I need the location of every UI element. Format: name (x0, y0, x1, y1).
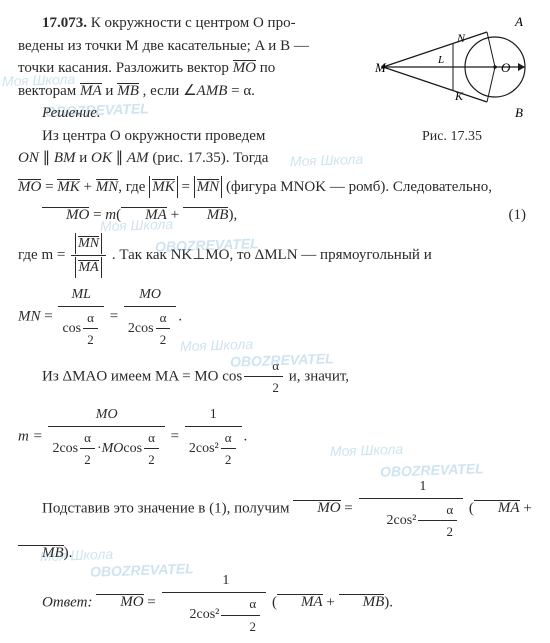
svg-text:M: M (375, 60, 387, 75)
problem-number: 17.073. (42, 15, 87, 31)
diagram-svg: M O A B N K L (375, 12, 530, 122)
solution-line2: ON ∥ BM и OK ∥ AM (рис. 17.35). Тогда (18, 147, 532, 170)
answer-line: Ответ: MO = 1 2cos²α2 (MA + MB). (18, 570, 532, 636)
eq-number: (1) (485, 204, 527, 227)
solution-heading: Решение. (18, 102, 358, 125)
mao-line: Из ΔMAO имеем MA = MO cosα2 и, значит, (18, 356, 532, 398)
solution-line1: Из центра O окружности проведем (18, 125, 358, 148)
svg-text:K: K (454, 89, 464, 103)
problem-text: 17.073. К окружности с центром O про- ве… (18, 12, 358, 147)
vec-mb: MB (117, 83, 139, 98)
eq-m: m = MO 2cosα2·MOcosα2 = 1 2cos²α2 . (18, 404, 532, 470)
eq-1: MO = m(MA + MB), (1) (18, 204, 532, 227)
vec-mo: MO (233, 60, 256, 75)
where-line: где m = MN MA . Так как NK⊥MO, то ΔMLN —… (18, 233, 532, 278)
eq-mo-mk-mn: MO = MK + MNMO = MK + MN, где , где MK =… (18, 176, 532, 199)
subst-line: Подставив это значение в (1), получим MO… (18, 476, 532, 565)
page-content: 17.073. К окружности с центром O про- ве… (18, 12, 532, 636)
svg-text:A: A (514, 14, 523, 29)
svg-text:B: B (515, 105, 523, 120)
vec-ma: MA (80, 83, 102, 98)
eq-mn: MN = ML cosα2 = MO 2cosα2 . (18, 284, 532, 350)
svg-text:O: O (501, 60, 511, 75)
svg-text:L: L (437, 54, 444, 66)
svg-text:N: N (456, 31, 466, 45)
figure-caption: Рис. 17.35 (372, 126, 532, 147)
figure: M O A B N K L Рис. 17.35 (372, 12, 532, 147)
